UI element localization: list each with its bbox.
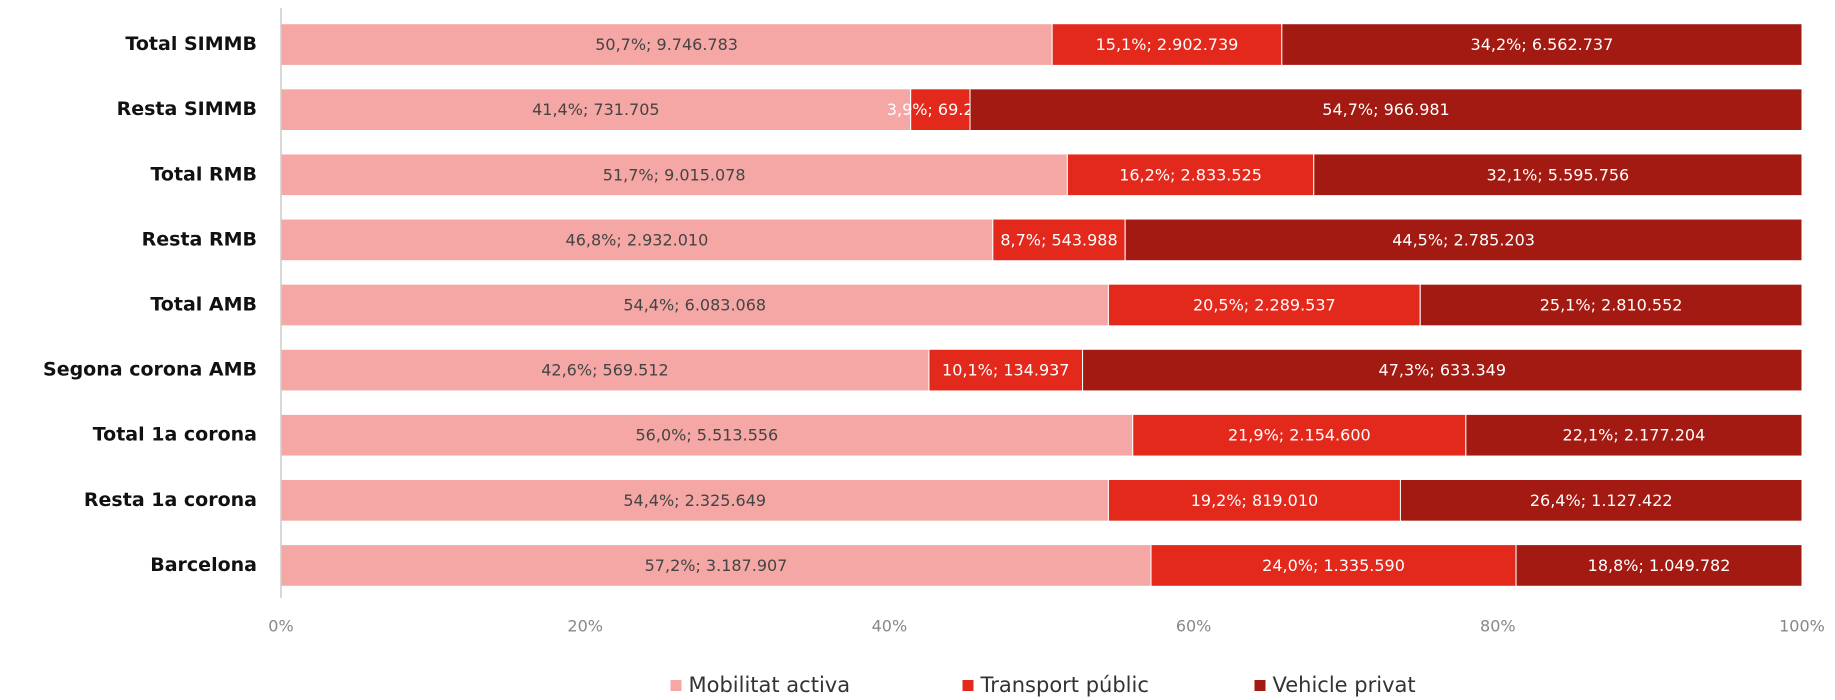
category-label: Resta 1a corona: [84, 489, 257, 511]
legend-label: Transport públic: [980, 673, 1149, 697]
data-label: 25,1%; 2.810.552: [1540, 296, 1683, 315]
data-label: 50,7%; 9.746.783: [595, 35, 738, 54]
category-label: Total RMB: [150, 163, 257, 185]
data-label: 18,8%; 1.049.782: [1588, 556, 1731, 575]
category-label: Total AMB: [150, 294, 257, 316]
category-label: Barcelona: [150, 554, 257, 576]
bar-segment: [1082, 348, 1803, 392]
bar-segment: [1313, 153, 1803, 197]
bar-segment: [992, 218, 1126, 262]
bar-segment: [280, 413, 1134, 457]
data-label: 42,6%; 569.512: [541, 361, 668, 380]
data-label: 41,4%; 731.705: [532, 100, 659, 119]
data-label: 32,1%; 5.595.756: [1487, 165, 1630, 184]
x-tick-label: 60%: [1176, 617, 1212, 636]
x-tick-label: 100%: [1779, 617, 1825, 636]
bar-segment: [1399, 478, 1803, 522]
bar-segment: [1281, 23, 1803, 66]
bar-segment: [280, 218, 994, 262]
data-label: 46,8%; 2.932.010: [566, 230, 709, 249]
legend-swatch: [962, 680, 974, 691]
data-label: 15,1%; 2.902.739: [1096, 35, 1239, 54]
bar-segment: [910, 88, 971, 132]
bar-segment: [1066, 153, 1315, 197]
data-label: 56,0%; 5.513.556: [636, 426, 779, 445]
bar-segment: [280, 88, 912, 132]
category-label: Resta SIMMB: [117, 98, 257, 120]
data-label: 21,9%; 2.154.600: [1228, 426, 1371, 445]
bar-segment: [280, 153, 1068, 197]
legend-label: Mobilitat activa: [689, 673, 851, 697]
data-label: 26,4%; 1.127.422: [1530, 491, 1673, 510]
data-label: 10,1%; 134.937: [942, 361, 1069, 380]
data-label: 3,9%; 69.215: [887, 100, 994, 119]
bar-segment: [280, 544, 1152, 587]
data-label: 44,5%; 2.785.203: [1392, 230, 1535, 249]
bar-segment: [1419, 283, 1803, 327]
data-label: 19,2%; 819.010: [1191, 491, 1318, 510]
legend-swatch: [670, 680, 682, 691]
category-label: Total 1a corona: [93, 424, 257, 446]
data-label: 24,0%; 1.335.590: [1262, 556, 1405, 575]
x-tick-label: 40%: [872, 617, 908, 636]
data-label: 54,7%; 966.981: [1322, 100, 1449, 119]
bar-segment: [280, 283, 1109, 327]
bar-segment: [280, 23, 1053, 66]
data-label: 54,4%; 6.083.068: [623, 296, 766, 315]
data-label: 57,2%; 3.187.907: [645, 556, 788, 575]
bar-segment: [1051, 23, 1283, 66]
x-tick-label: 0%: [268, 617, 293, 636]
x-tick-label: 20%: [567, 617, 603, 636]
data-label: 16,2%; 2.833.525: [1119, 165, 1262, 184]
data-label: 22,1%; 2.177.204: [1563, 426, 1706, 445]
bar-segment: [1465, 413, 1803, 457]
data-label: 47,3%; 633.349: [1379, 361, 1506, 380]
category-label: Total SIMMB: [125, 33, 257, 55]
bar-segment: [1124, 218, 1803, 262]
data-label: 20,5%; 2.289.537: [1193, 296, 1336, 315]
data-label: 51,7%; 9.015.078: [603, 165, 746, 184]
x-tick-label: 80%: [1480, 617, 1516, 636]
category-label: Resta RMB: [142, 228, 257, 250]
legend-label: Vehicle privat: [1273, 673, 1416, 697]
category-label: Segona corona AMB: [43, 359, 257, 381]
bar-segment: [280, 478, 1109, 522]
bar-segment: [1107, 283, 1421, 327]
data-label: 54,4%; 2.325.649: [623, 491, 766, 510]
data-label: 34,2%; 6.562.737: [1471, 35, 1614, 54]
bar-segment: [969, 88, 1803, 132]
data-label: 8,7%; 543.988: [1000, 230, 1117, 249]
bar-segment: [1515, 544, 1803, 587]
legend-swatch: [1254, 680, 1266, 691]
